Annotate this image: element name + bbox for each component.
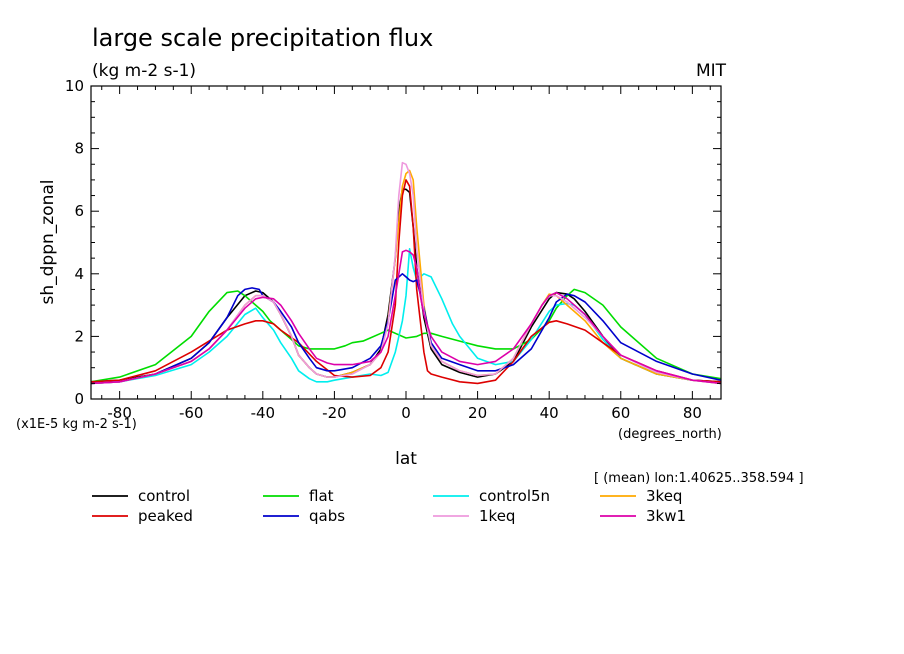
series-line-peaked-3kw1 [90,249,722,385]
legend-label: control5n [479,487,550,505]
legend-label: control [138,487,190,505]
plot-frame [90,85,722,400]
x-tick-label: -20 [322,404,347,422]
x-tick-label: 80 [683,404,702,422]
x-tick-label: 60 [611,404,630,422]
x-tick-label: -80 [107,404,132,422]
legend-label: qabs [309,507,345,525]
y-tick-label: 6 [74,202,84,220]
legend-label: 3kw1 [646,507,686,525]
y-axis-label: sh_dppn_zonal [38,179,58,304]
x-tick-label: -60 [179,404,204,422]
chart-title: large scale precipitation flux [92,24,433,52]
y-tick-label: 8 [74,140,84,158]
x-axis-label: lat [395,449,417,469]
y-tick-label: 2 [74,327,84,345]
legend-label: flat [309,487,334,505]
x-units-label: (degrees_north) [618,427,722,442]
x-tick-label: -40 [251,404,276,422]
legend-label: 3keq [646,487,682,505]
axis-ticks: -80 -60 -40 -20 0 20 40 60 80 0 2 4 6 8 10 [65,77,721,422]
y-tick-label: 4 [74,265,84,283]
series-line-qabs [90,272,722,385]
legend: control flat control5n 3keq peaked qabs 1keq 3k… [92,487,686,525]
plot-series [90,161,722,385]
institution-label: MIT [696,61,727,81]
x-tick-label: 40 [540,404,559,422]
series-line-control5n [90,248,722,385]
series-line-peaked [90,179,722,385]
scale-note: (x1E-5 kg m-2 s-1) [16,417,137,432]
legend-label: 1keq [479,507,515,525]
x-tick-label: 20 [468,404,487,422]
mean-note: [ (mean) lon:1.40625..358.594 ] [594,471,804,486]
y-tick-label: 10 [65,77,84,95]
chart-units: (kg m-2 s-1) [92,61,196,81]
x-tick-label: 0 [401,404,411,422]
y-tick-label: 0 [74,390,84,408]
series-line-flat [90,288,722,383]
legend-label: peaked [138,507,193,525]
series-line-1keq [90,161,722,385]
